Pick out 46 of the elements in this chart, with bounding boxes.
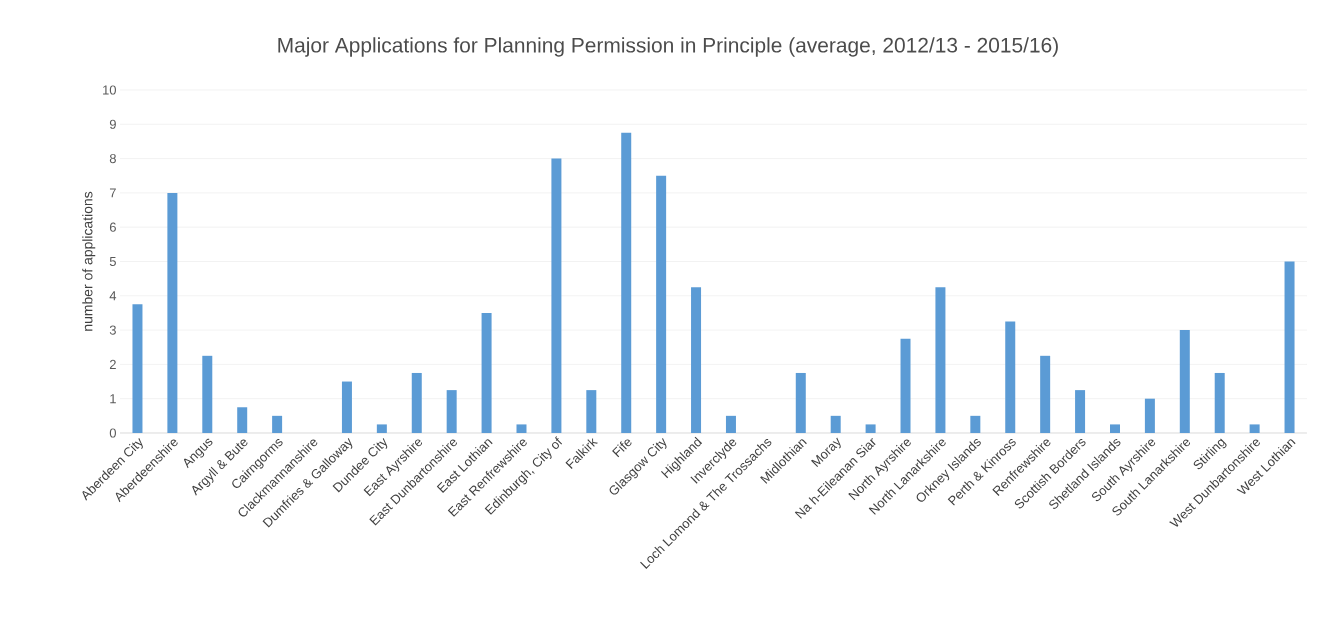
bar [341,381,352,433]
bar [1075,390,1086,433]
bar [830,415,841,433]
bar [865,424,876,433]
bar [656,175,667,433]
bar [167,192,178,433]
bar [1144,398,1155,433]
bar [376,424,387,433]
bar [691,287,702,433]
bar [272,415,283,433]
bar [202,355,213,433]
bar [481,312,492,433]
y-tick-label: 9 [109,119,116,129]
bar [1179,330,1190,433]
bar [237,407,248,433]
bar [1284,261,1295,433]
y-tick-label: 4 [109,291,117,301]
bar [1005,321,1016,433]
bar [132,304,143,433]
y-tick-label: 8 [109,154,116,164]
chart-title: Major Applications for Planning Permission in Principle (average, 2012/13 - 2015/16) [278,37,1058,57]
bar [935,287,946,433]
bar [1040,355,1051,433]
bar [586,390,597,433]
y-tick-label: 6 [109,222,116,232]
bar [900,338,911,433]
bar [1249,424,1260,433]
bar [621,132,632,433]
y-axis-title: number of applications [82,191,96,331]
bar [551,158,562,433]
bar [516,424,527,433]
bar [795,372,806,433]
bar [970,415,981,433]
bar [411,372,422,433]
y-tick-label: 2 [109,359,116,369]
y-tick-label: 7 [109,188,116,198]
bar [725,415,736,433]
bar [446,390,457,433]
y-tick-label: 3 [109,325,116,335]
y-tick-label: 5 [109,256,116,266]
y-tick-label: 1 [110,394,116,404]
bar [1214,372,1225,433]
x-tick-label: Fife [612,439,632,458]
bar [1109,424,1120,433]
y-tick-label: 0 [109,428,116,438]
y-tick-label: 10 [103,85,116,95]
